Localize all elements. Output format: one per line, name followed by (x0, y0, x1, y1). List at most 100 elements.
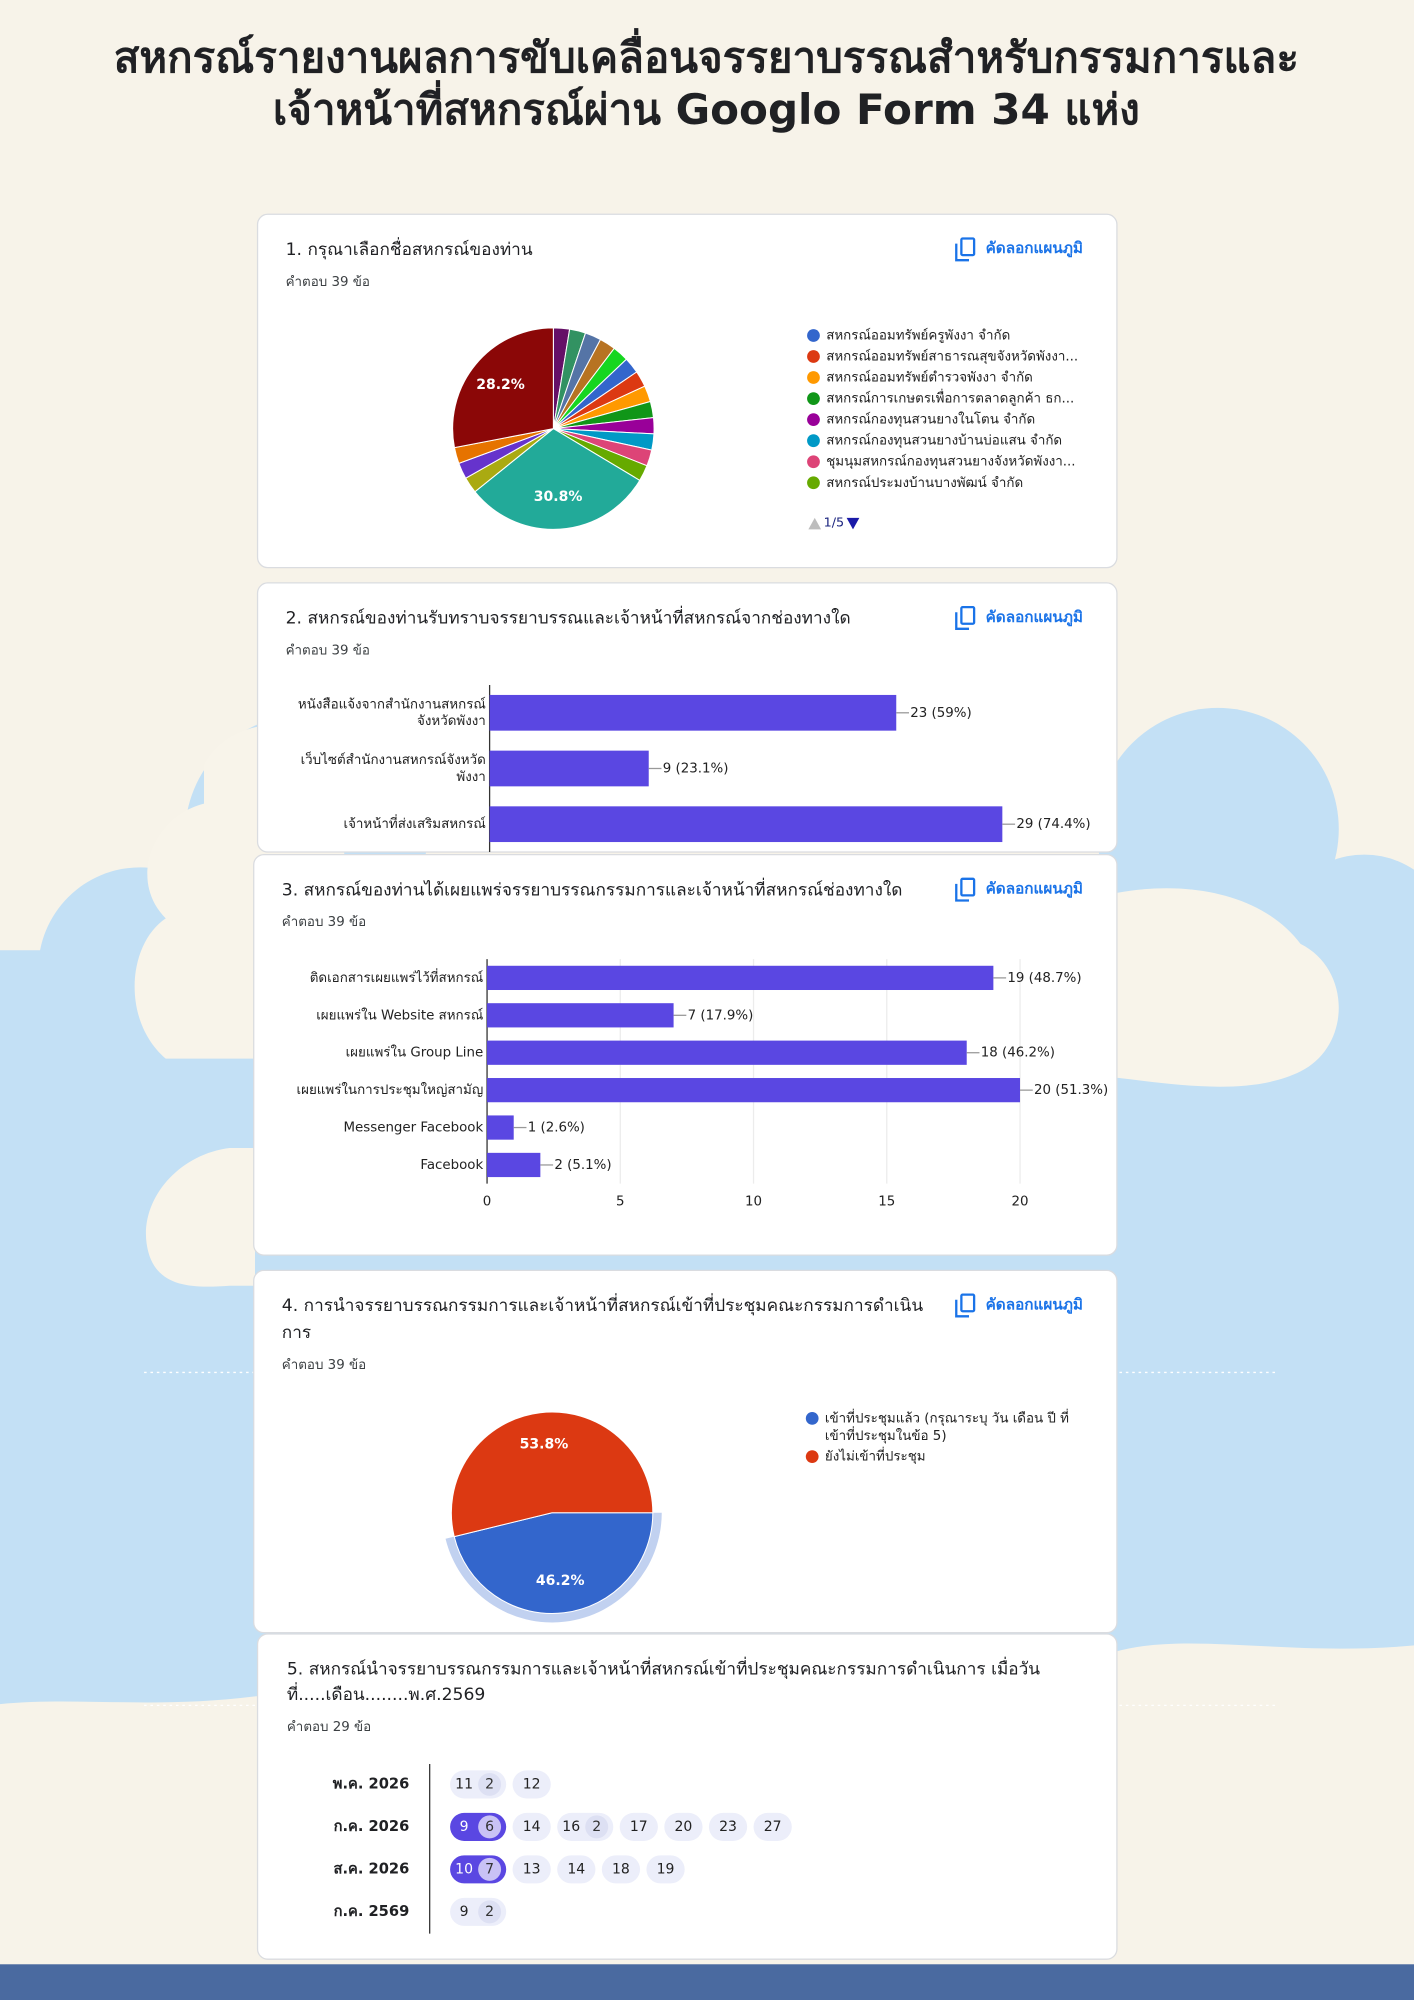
slice-label: 53.8% (520, 1437, 569, 1453)
y-tick-label: หนังสือแจ้งจากสำนักงานสหกรณ์จังหวัดพังงา (298, 697, 486, 730)
page-prev (808, 517, 822, 530)
y-tick-label: เจ้าหน้าที่ส่งเสริมสหกรณ์ (343, 814, 485, 832)
legend-page: 1/5 (824, 515, 845, 530)
copy-icon[interactable] (960, 1293, 976, 1313)
legend-label: สหกรณ์กองทุนสวนยางในโตน จำกัด (826, 411, 1035, 428)
date-chip-count: 6 (485, 1819, 494, 1835)
date-chip-day: 23 (719, 1819, 737, 1835)
pie-slice (452, 327, 554, 449)
bar (487, 1003, 674, 1028)
bar (487, 965, 994, 991)
copy-icon[interactable] (955, 243, 970, 262)
date-chip (619, 1812, 658, 1841)
card (253, 1269, 1118, 1634)
date-chip-day: 10 (455, 1861, 473, 1877)
legend-swatch (807, 413, 820, 427)
date-chip (708, 1812, 748, 1841)
legend-swatch (807, 329, 820, 342)
y-tick-label: Messenger Facebook (344, 1121, 484, 1136)
copy-icon[interactable] (960, 877, 976, 897)
date-chip (601, 1855, 641, 1884)
date-chip-day: 9 (460, 1904, 469, 1920)
question-title: 3. สหกรณ์ของท่านได้เผยแพร่จรรยาบรรณกรรมก… (282, 877, 903, 900)
date-chip (557, 1855, 596, 1884)
question-title: 4. การนำจรรยาบรรณกรรมการและเจ้าหน้าที่สห… (282, 1293, 924, 1343)
row-label: ก.ค. 2026 (334, 1818, 410, 1835)
date-chip (512, 1812, 551, 1841)
cloud-light (145, 1147, 256, 1287)
date-chip-day: 27 (764, 1819, 782, 1835)
legend-swatch (807, 476, 820, 490)
slice-label: 28.2% (476, 377, 525, 393)
date-chip-day: 14 (567, 1861, 585, 1877)
response-count: คำตอบ 29 ข้อ (287, 1719, 371, 1735)
date-chip-count-bg (478, 1815, 502, 1839)
date-chip-day: 12 (523, 1776, 541, 1792)
copy-icon[interactable] (955, 612, 970, 630)
footer-bar (0, 1964, 1414, 2000)
legend-label: สหกรณ์ออมทรัพย์ครูพังงา จำกัด (826, 327, 1010, 343)
date-chip-day: 11 (455, 1776, 473, 1792)
date-chip-day: 19 (657, 1861, 675, 1877)
copy-icon[interactable] (960, 605, 976, 625)
bar (487, 1040, 967, 1065)
bar (487, 1115, 514, 1140)
question-title: 5. สหกรณ์นำจรรยาบรรณกรรมการและเจ้าหน้าที… (287, 1657, 1040, 1706)
copy-icon[interactable] (955, 883, 970, 902)
date-chip-day: 17 (630, 1819, 648, 1835)
bar-value-label: 2 (5.1%) (554, 1158, 611, 1173)
copy-chart-button[interactable]: คัดลอกแผนภูมิ (986, 608, 1083, 627)
legend-label: สหกรณ์กองทุนสวนยางบ้านบ่อแสน จำกัด (826, 433, 1062, 449)
copy-icon[interactable] (960, 237, 976, 257)
pie-slice (453, 1512, 654, 1615)
response-count: คำตอบ 39 ข้อ (286, 274, 370, 290)
copy-chart-button[interactable]: คัดลอกแผนภูมิ (986, 239, 1083, 258)
y-tick-label: เว็บไซต์สำนักงานสหกรณ์จังหวัดพังงา (301, 750, 486, 785)
date-chip-count: 2 (485, 1776, 494, 1792)
y-tick-label: เผยแพร่ในการประชุมใหญ่สามัญ (297, 1081, 484, 1098)
bar-value-label: 23 (59%) (910, 706, 971, 721)
response-count: คำตอบ 39 ข้อ (282, 1357, 366, 1373)
bar (489, 750, 649, 787)
bar-value-label: 19 (48.7%) (1007, 971, 1081, 986)
bar-value-label: 7 (17.9%) (688, 1008, 754, 1023)
bar-value-label: 20 (51.3%) (1034, 1083, 1108, 1098)
y-tick-label: Facebook (420, 1158, 483, 1173)
legend-swatch (807, 455, 820, 469)
copy-chart-button[interactable]: คัดลอกแผนภูมิ (986, 880, 1083, 899)
date-chip (512, 1855, 551, 1884)
legend-label: สหกรณ์ออมทรัพย์สาธารณสุขจังหวัดพังงา... (826, 349, 1078, 365)
row-label: พ.ค. 2026 (333, 1775, 409, 1792)
y-tick-label: เผยแพร่ใน Group Line (346, 1044, 484, 1061)
legend-swatch (807, 350, 820, 363)
date-chip-count-bg (478, 1900, 502, 1924)
date-chip-day: 20 (674, 1819, 692, 1835)
x-tick-label: 5 (616, 1195, 625, 1210)
date-chip-day: 9 (460, 1819, 469, 1835)
copy-chart-button[interactable]: คัดลอกแผนภูมิ (986, 1295, 1083, 1314)
x-tick-label: 20 (1012, 1195, 1029, 1210)
legend-swatch (805, 1411, 819, 1425)
date-chip-day: 18 (612, 1861, 630, 1877)
slice-label: 30.8% (534, 489, 583, 505)
pie-slice (450, 1411, 654, 1538)
copy-icon[interactable] (955, 1299, 970, 1318)
date-chip-count-bg (478, 1857, 502, 1881)
page-next[interactable] (846, 517, 860, 530)
date-chip-day: 14 (523, 1819, 541, 1835)
date-chip (664, 1812, 703, 1841)
date-chip-count: 7 (485, 1861, 494, 1877)
bar (487, 1152, 541, 1178)
date-chip-count-bg (478, 1772, 502, 1796)
legend-label: สหกรณ์ออมทรัพย์ตำรวจพังงา จำกัด (826, 370, 1033, 386)
bar-value-label: 29 (74.4%) (1016, 817, 1090, 832)
y-tick-label: เผยแพร่ใน Website สหกรณ์ (316, 1006, 483, 1023)
bar (487, 1078, 1021, 1103)
legend-swatch (807, 434, 820, 448)
legend-swatch (807, 371, 820, 384)
date-chip-day: 16 (562, 1819, 580, 1835)
cloud-light (1116, 888, 1339, 1087)
legend-label: เข้าที่ประชุมแล้ว (กรุณาระบุ วัน เดือน ป… (825, 1408, 1069, 1444)
x-tick-label: 15 (878, 1195, 895, 1210)
page-title: สหกรณ์รายงานผลการขับเคลื่อนจรรยาบรรณสำหร… (114, 27, 1299, 133)
